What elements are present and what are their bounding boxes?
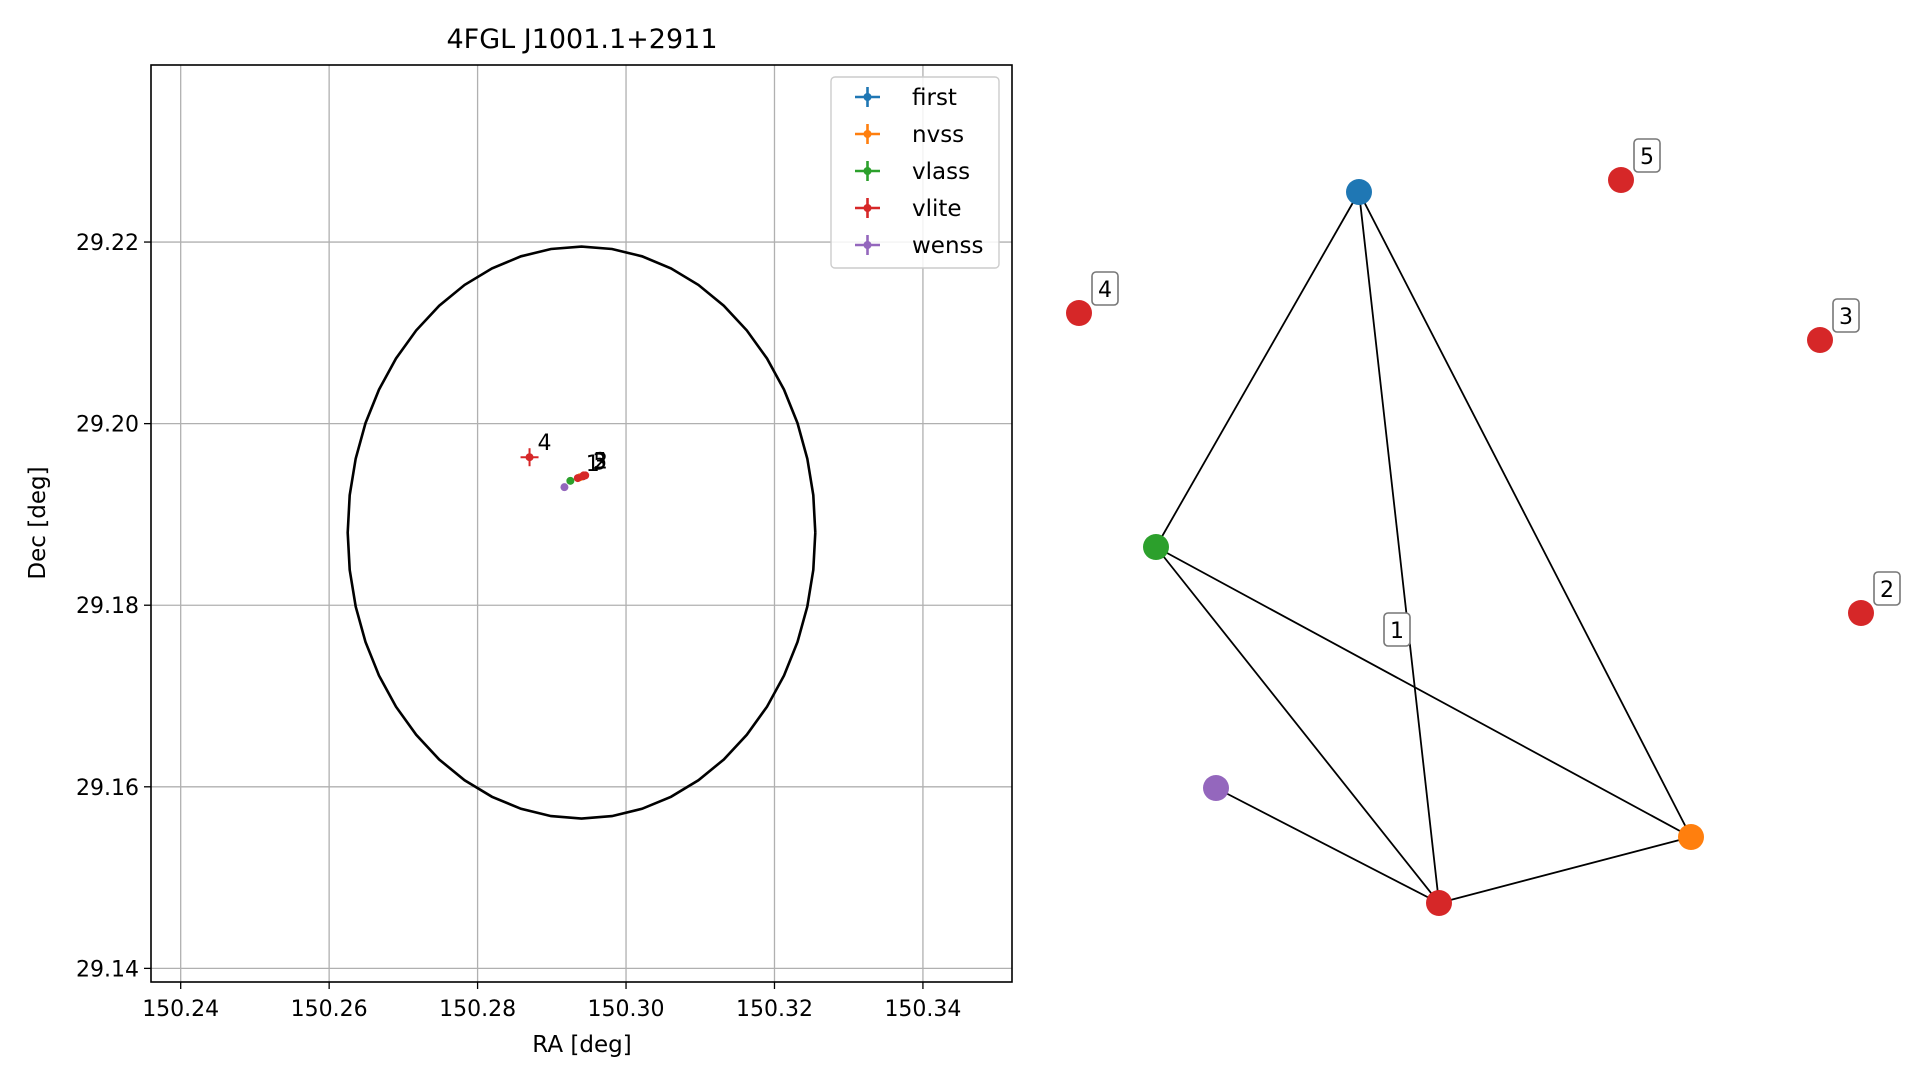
node-label-text: 2 [1880, 578, 1894, 603]
legend-marker-dot [863, 93, 872, 101]
graph-edge [1215, 787, 1440, 904]
marker [579, 471, 588, 480]
y-axis-label: Dec [deg] [25, 466, 51, 579]
point-label: 5 [593, 449, 607, 474]
legend-label: nvss [912, 122, 964, 148]
y-tick-label: 29.22 [76, 231, 139, 256]
graph-node-vlite-1 [1426, 890, 1452, 916]
legend-marker-dot [863, 241, 872, 249]
legend-entry-vlass: vlass [855, 159, 970, 185]
node-label-box [1832, 298, 1860, 333]
plot-title: 4FGL J1001.1+2911 [446, 24, 717, 55]
node-label-text: 1 [1390, 619, 1404, 644]
y-tick-label: 29.16 [76, 776, 139, 801]
y-tick-label: 29.20 [76, 413, 139, 438]
point-label: 3 [592, 450, 606, 475]
x-tick-label: 150.26 [291, 997, 368, 1022]
x-tick-label: 150.30 [588, 997, 665, 1022]
data-point-wenss [560, 483, 569, 492]
x-tick-label: 150.34 [884, 997, 961, 1022]
node-layer [1066, 167, 1874, 916]
graph-node-vlass [1143, 534, 1169, 560]
graph-panel: 1 2 3 4 5 [1066, 138, 1901, 916]
node-label-box [1383, 612, 1411, 647]
data-point-vlass [566, 476, 575, 485]
legend-entry-first: first [855, 85, 957, 111]
graph-node-wenss [1203, 775, 1229, 801]
legend-entry-nvss: nvss [855, 122, 964, 148]
x-axis-label: RA [deg] [532, 1032, 631, 1058]
graph-node-vlite-3 [1807, 327, 1833, 353]
graph-edge [1358, 191, 1440, 904]
y-tick-label: 29.18 [76, 594, 139, 619]
node-label-text: 3 [1839, 305, 1853, 330]
graph-edge [1358, 191, 1692, 838]
localization-circle [346, 245, 817, 820]
legend-marker-dot [863, 167, 872, 175]
legend-entry-vlite: vlite [855, 196, 962, 222]
legend-box [830, 76, 1000, 269]
data-point-vlite [579, 471, 588, 480]
legend-marker-dot [863, 204, 872, 212]
graph-node-nvss [1678, 824, 1704, 850]
node-label-box [1091, 271, 1119, 306]
points-layer [520, 448, 590, 492]
localization-circle-layer [346, 245, 817, 820]
legend-marker-dot [863, 130, 872, 138]
node-label-vlite-3: 3 [1832, 298, 1860, 333]
marker [560, 483, 569, 492]
legend-label: wenss [912, 233, 984, 259]
legend-label: vlite [912, 196, 962, 222]
data-point-vlite [520, 448, 539, 467]
data-point-vlite [573, 474, 582, 483]
node-label-box [1873, 571, 1901, 606]
graph-edge [1155, 191, 1360, 548]
node-label-text: 4 [1098, 278, 1112, 303]
legend-label: vlass [912, 159, 970, 185]
marker [566, 476, 575, 485]
node-label-layer: 1 2 3 4 5 [1091, 138, 1901, 647]
legend-label: first [912, 85, 957, 111]
edge-layer [1155, 191, 1692, 904]
marker [525, 453, 534, 462]
graph-node-vlite-2 [1848, 600, 1874, 626]
legend-entries: first nvss vlass vlite wenss [855, 85, 984, 259]
graph-edge [1155, 546, 1692, 838]
graph-edge [1155, 546, 1440, 904]
y-tick-label: 29.14 [76, 957, 139, 982]
node-label-vlite-2: 2 [1873, 571, 1901, 606]
plot-frame [150, 64, 1013, 983]
node-label-box [1633, 138, 1661, 173]
tick-layer: 150.24 150.26 150.28 150.30 150.32 150.34 29.1… [76, 231, 961, 1022]
graph-node-vlite-4 [1066, 300, 1092, 326]
legend-entry-wenss: wenss [855, 233, 984, 259]
x-tick-label: 150.24 [142, 997, 219, 1022]
node-label-vlite-1: 1 [1383, 612, 1411, 647]
node-label-text: 5 [1640, 145, 1654, 170]
x-tick-label: 150.28 [439, 997, 516, 1022]
node-label-vlite-4: 4 [1091, 271, 1119, 306]
node-label-vlite-5: 5 [1633, 138, 1661, 173]
point-label: 1 [586, 452, 600, 477]
graph-edge [1438, 836, 1692, 904]
graph-node-vlite-5 [1608, 167, 1634, 193]
point-label: 2 [594, 449, 608, 474]
legend: first nvss vlass vlite wenss [830, 76, 1000, 269]
graph-node-first [1346, 179, 1372, 205]
x-tick-label: 150.32 [736, 997, 813, 1022]
point-label: 4 [538, 431, 552, 456]
